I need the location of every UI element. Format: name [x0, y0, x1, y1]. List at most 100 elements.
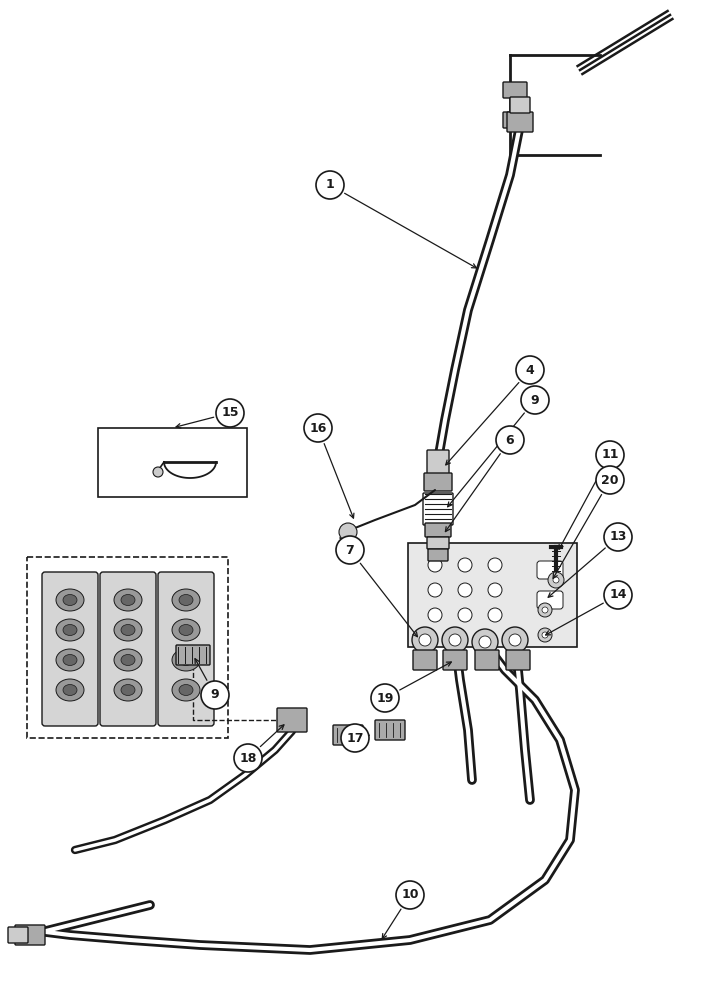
Text: 20: 20	[601, 474, 618, 487]
Circle shape	[419, 634, 431, 646]
FancyBboxPatch shape	[428, 549, 448, 561]
Ellipse shape	[56, 589, 84, 611]
Ellipse shape	[172, 649, 200, 671]
Text: 16: 16	[310, 422, 327, 434]
FancyBboxPatch shape	[42, 572, 98, 726]
Text: 19: 19	[377, 692, 394, 704]
FancyBboxPatch shape	[507, 112, 533, 132]
Text: 4: 4	[526, 363, 534, 376]
FancyBboxPatch shape	[333, 725, 363, 745]
Ellipse shape	[179, 594, 193, 605]
Circle shape	[479, 636, 491, 648]
Circle shape	[502, 627, 528, 653]
Ellipse shape	[172, 589, 200, 611]
Circle shape	[428, 608, 442, 622]
Circle shape	[553, 577, 559, 583]
FancyBboxPatch shape	[503, 112, 527, 128]
FancyBboxPatch shape	[425, 523, 451, 537]
FancyBboxPatch shape	[176, 645, 210, 665]
Text: 13: 13	[609, 530, 626, 544]
Ellipse shape	[114, 649, 142, 671]
Circle shape	[488, 583, 502, 597]
Circle shape	[516, 356, 544, 384]
Text: 18: 18	[239, 752, 257, 764]
FancyBboxPatch shape	[15, 925, 45, 945]
Circle shape	[596, 466, 624, 494]
Ellipse shape	[172, 619, 200, 641]
Ellipse shape	[56, 679, 84, 701]
Ellipse shape	[114, 679, 142, 701]
FancyBboxPatch shape	[158, 572, 214, 726]
Circle shape	[538, 628, 552, 642]
Ellipse shape	[114, 589, 142, 611]
Ellipse shape	[179, 624, 193, 636]
FancyBboxPatch shape	[408, 543, 577, 647]
Circle shape	[458, 583, 472, 597]
Ellipse shape	[121, 684, 135, 696]
Circle shape	[304, 414, 332, 442]
Ellipse shape	[121, 624, 135, 636]
FancyBboxPatch shape	[413, 650, 437, 670]
Ellipse shape	[63, 684, 77, 696]
Circle shape	[538, 603, 552, 617]
FancyBboxPatch shape	[475, 650, 499, 670]
Ellipse shape	[121, 594, 135, 605]
Circle shape	[428, 583, 442, 597]
FancyBboxPatch shape	[375, 720, 405, 740]
FancyBboxPatch shape	[510, 97, 530, 113]
Circle shape	[371, 684, 399, 712]
Ellipse shape	[179, 654, 193, 666]
Circle shape	[339, 523, 357, 541]
FancyBboxPatch shape	[503, 82, 527, 98]
Circle shape	[336, 536, 364, 564]
Ellipse shape	[56, 649, 84, 671]
Ellipse shape	[63, 594, 77, 605]
Circle shape	[488, 608, 502, 622]
Circle shape	[412, 627, 438, 653]
Circle shape	[442, 627, 468, 653]
Circle shape	[542, 632, 548, 638]
Text: 9: 9	[531, 393, 539, 406]
Circle shape	[428, 558, 442, 572]
Text: 17: 17	[346, 732, 364, 744]
Circle shape	[449, 634, 461, 646]
Circle shape	[396, 881, 424, 909]
Ellipse shape	[63, 654, 77, 666]
Circle shape	[472, 629, 498, 655]
Circle shape	[153, 467, 163, 477]
Ellipse shape	[121, 654, 135, 666]
Circle shape	[596, 441, 624, 469]
FancyBboxPatch shape	[443, 650, 467, 670]
Text: 6: 6	[505, 434, 514, 446]
Text: 11: 11	[601, 448, 618, 462]
Circle shape	[542, 607, 548, 613]
Circle shape	[509, 634, 521, 646]
Circle shape	[341, 724, 369, 752]
FancyBboxPatch shape	[537, 591, 563, 609]
Ellipse shape	[114, 619, 142, 641]
Text: 15: 15	[221, 406, 239, 420]
FancyBboxPatch shape	[277, 708, 307, 732]
Circle shape	[548, 572, 564, 588]
Text: 14: 14	[609, 588, 626, 601]
Circle shape	[458, 608, 472, 622]
Ellipse shape	[63, 624, 77, 636]
Circle shape	[316, 171, 344, 199]
Ellipse shape	[172, 679, 200, 701]
Circle shape	[604, 523, 632, 551]
Ellipse shape	[56, 619, 84, 641]
Circle shape	[521, 386, 549, 414]
FancyBboxPatch shape	[8, 927, 28, 943]
Circle shape	[458, 558, 472, 572]
Circle shape	[216, 399, 244, 427]
FancyBboxPatch shape	[424, 473, 452, 491]
Ellipse shape	[179, 684, 193, 696]
FancyBboxPatch shape	[427, 537, 449, 549]
Circle shape	[604, 581, 632, 609]
Circle shape	[488, 558, 502, 572]
Text: 9: 9	[211, 688, 220, 702]
FancyBboxPatch shape	[100, 572, 156, 726]
FancyBboxPatch shape	[98, 428, 247, 497]
Text: 7: 7	[346, 544, 354, 556]
Circle shape	[234, 744, 262, 772]
